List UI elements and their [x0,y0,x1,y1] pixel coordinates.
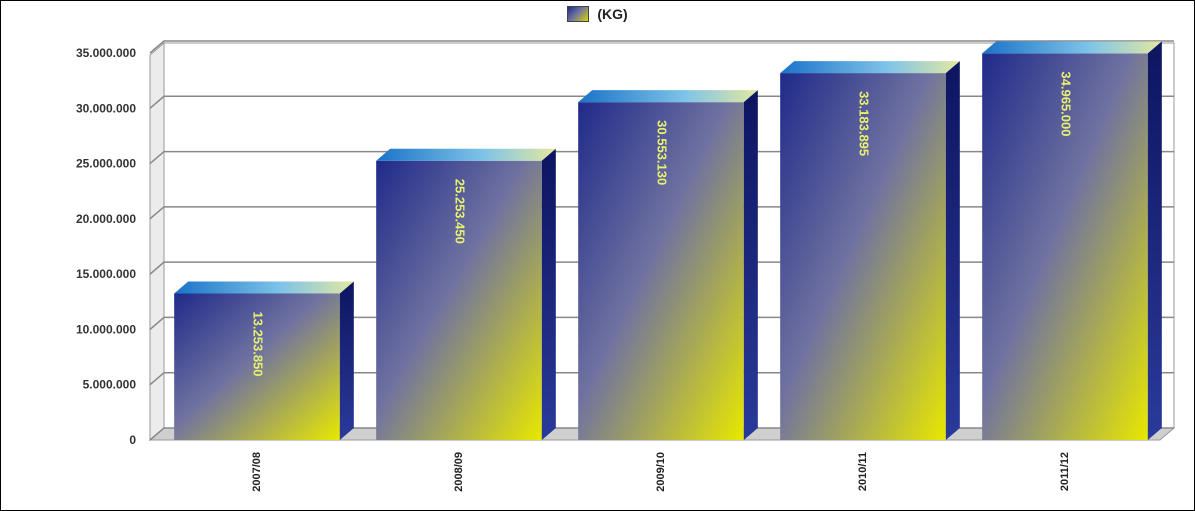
bar-data-label: 33.183.895 [857,91,872,156]
bar-side [541,148,556,441]
legend-label: (KG) [597,6,628,22]
bar-front [376,160,542,441]
legend-swatch [567,6,590,22]
bar: 33.183.895 [780,61,960,440]
bar-front [982,53,1148,441]
y-tick-label: 15.000.000 [76,267,136,281]
x-tick-label: 2007/08 [251,452,263,492]
bar-side [339,281,354,440]
bar-data-label: 13.253.850 [251,311,266,376]
bar-side [1147,41,1162,441]
y-tick-label: 30.000.000 [76,101,136,115]
bar-side [945,61,960,440]
bar-front [780,73,946,440]
y-tick-label: 20.000.000 [76,212,136,226]
y-tick-label: 5.000.000 [83,378,137,392]
bar-top [780,61,960,74]
y-tick-label: 10.000.000 [76,322,136,336]
bar-top [174,281,354,294]
bar-front [578,102,744,440]
x-tick-label: 2010/11 [857,452,869,491]
bar-front [174,293,340,440]
bar-top [578,90,758,103]
y-tick-label: 0 [129,433,136,447]
x-tick-label: 2011/12 [1059,452,1071,491]
bar: 25.253.450 [376,148,556,441]
gridline [149,40,1174,54]
x-tick-label: 2008/09 [453,452,465,492]
bar-top [376,148,556,161]
y-tick-label: 25.000.000 [76,157,136,171]
bar-data-label: 25.253.450 [453,179,468,244]
bar: 13.253.850 [174,281,354,440]
bar: 34.965.000 [982,41,1162,441]
bar-data-label: 30.553.130 [655,120,670,185]
bar-side [743,90,758,440]
bar: 30.553.130 [578,90,758,440]
chart-legend: (KG) [0,6,1195,22]
bar-top [982,41,1162,54]
y-tick-label: 35.000.000 [76,46,136,60]
x-tick-label: 2009/10 [655,452,667,492]
bar-data-label: 34.965.000 [1059,71,1074,136]
